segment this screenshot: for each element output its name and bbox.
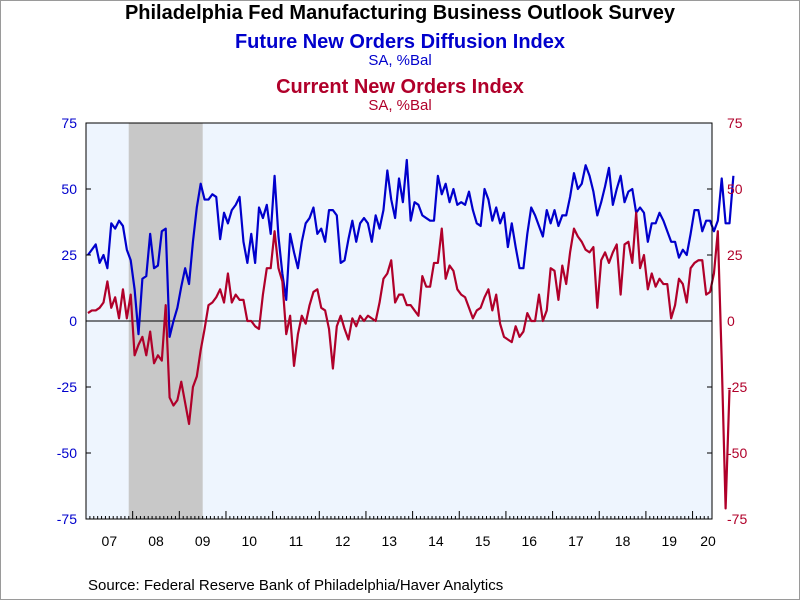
x-tick-label: 10 <box>242 533 258 549</box>
x-tick-label: 07 <box>102 533 118 549</box>
x-tick-label: 13 <box>381 533 397 549</box>
x-tick-label: 15 <box>475 533 491 549</box>
left-y-tick-label: 25 <box>61 247 77 263</box>
x-tick-label: 18 <box>615 533 631 549</box>
right-y-tick-label: 50 <box>727 181 743 197</box>
series1-title: Future New Orders Diffusion Index <box>234 31 566 53</box>
x-tick-label: 09 <box>195 533 211 549</box>
right-y-tick-label: 25 <box>727 247 743 263</box>
x-tick-label: 14 <box>428 533 444 549</box>
right-y-tick-label: -50 <box>727 445 747 461</box>
right-y-tick-label: 0 <box>727 313 735 329</box>
x-tick-label: 20 <box>700 533 716 549</box>
series-line-2 <box>87 211 731 510</box>
right-y-tick-label: -75 <box>727 511 747 527</box>
left-y-tick-label: 0 <box>69 313 77 329</box>
x-tick-label: 17 <box>568 533 584 549</box>
source-note: Source: Federal Reserve Bank of Philadel… <box>88 577 504 594</box>
series2-units: SA, %Bal <box>368 97 432 114</box>
series2-title: Current New Orders Index <box>276 76 524 98</box>
left-y-tick-label: -50 <box>57 445 77 461</box>
left-y-tick-label: 75 <box>61 115 77 131</box>
series1-units: SA, %Bal <box>368 52 432 69</box>
left-y-tick-label: -25 <box>57 379 77 395</box>
chart-title: Philadelphia Fed Manufacturing Business … <box>124 2 676 24</box>
series-line-1 <box>87 158 735 338</box>
x-tick-label: 11 <box>289 533 304 549</box>
left-y-tick-label: 50 <box>61 181 77 197</box>
right-y-tick-label: -25 <box>727 379 747 395</box>
x-tick-label: 16 <box>521 533 537 549</box>
left-y-tick-label: -75 <box>57 511 77 527</box>
x-tick-label: 12 <box>335 533 351 549</box>
x-tick-label: 08 <box>148 533 164 549</box>
right-y-tick-label: 75 <box>727 115 743 131</box>
x-tick-label: 19 <box>661 533 677 549</box>
